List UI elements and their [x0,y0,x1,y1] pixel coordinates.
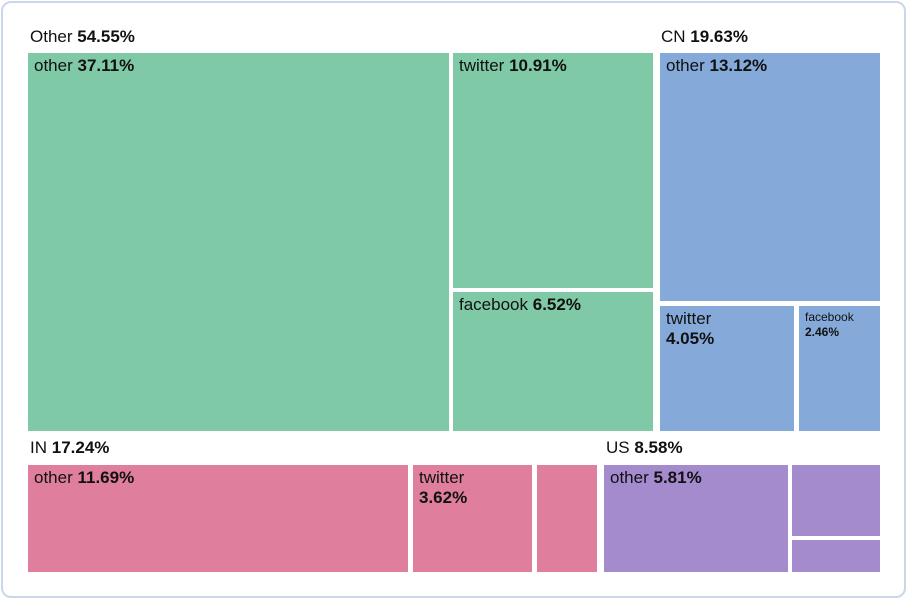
group-label-other: Other 54.55% [30,27,135,47]
group-value: 8.58% [634,438,683,457]
cell-value: 37.11% [77,56,135,75]
group-value: 19.63% [690,27,748,46]
cell-value: 13.12% [709,56,768,75]
treemap-cell-other-twitter[interactable]: twitter 10.91% [453,53,653,288]
cell-value: 5.81% [653,468,702,487]
treemap-cell-other-facebook[interactable]: facebook 6.52% [453,292,653,431]
treemap-cell-in-twitter[interactable]: twitter 3.62% [413,465,532,572]
group-name: IN [30,438,47,457]
cell-name: twitter [459,56,505,75]
cell-value: 6.52% [532,295,581,314]
cell-name: twitter [666,309,712,328]
group-name: CN [661,27,686,46]
cell-value: 3.62% [419,488,468,508]
cell-value: 11.69% [77,468,135,487]
cell-value: 4.05% [666,329,715,349]
group-value: 54.55% [77,27,135,46]
group-label-cn: CN 19.63% [661,27,748,47]
treemap-cell-in-other[interactable]: other 11.69% [28,465,408,572]
treemap-cell-in-facebook[interactable] [537,465,597,572]
cell-name: other [34,56,73,75]
treemap-cell-cn-other[interactable]: other 13.12% [660,53,880,301]
treemap-cell-us-other[interactable]: other 5.81% [604,465,788,572]
cell-name: twitter [419,468,465,487]
cell-name: other [34,468,73,487]
cell-name: facebook [805,310,854,324]
treemap-cell-us-twitter[interactable] [792,465,880,536]
group-value: 17.24% [51,438,110,457]
treemap-cell-us-facebook[interactable] [792,540,880,572]
cell-name: facebook [459,295,528,314]
group-label-in: IN 17.24% [30,438,109,458]
cell-value: 2.46% [805,325,840,339]
group-name: US [606,438,630,457]
group-label-us: US 8.58% [606,438,683,458]
cell-name: other [666,56,705,75]
treemap-cell-cn-twitter[interactable]: twitter 4.05% [660,306,794,431]
treemap-cell-cn-facebook[interactable]: facebook 2.46% [799,306,880,431]
treemap-cell-other-other[interactable]: other 37.11% [28,53,449,431]
group-name: Other [30,27,73,46]
cell-value: 10.91% [509,56,567,75]
cell-name: other [610,468,649,487]
